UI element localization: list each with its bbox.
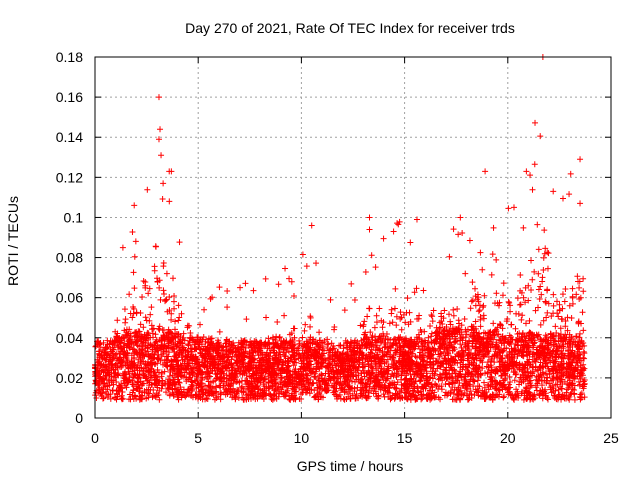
chart-background bbox=[0, 0, 640, 480]
